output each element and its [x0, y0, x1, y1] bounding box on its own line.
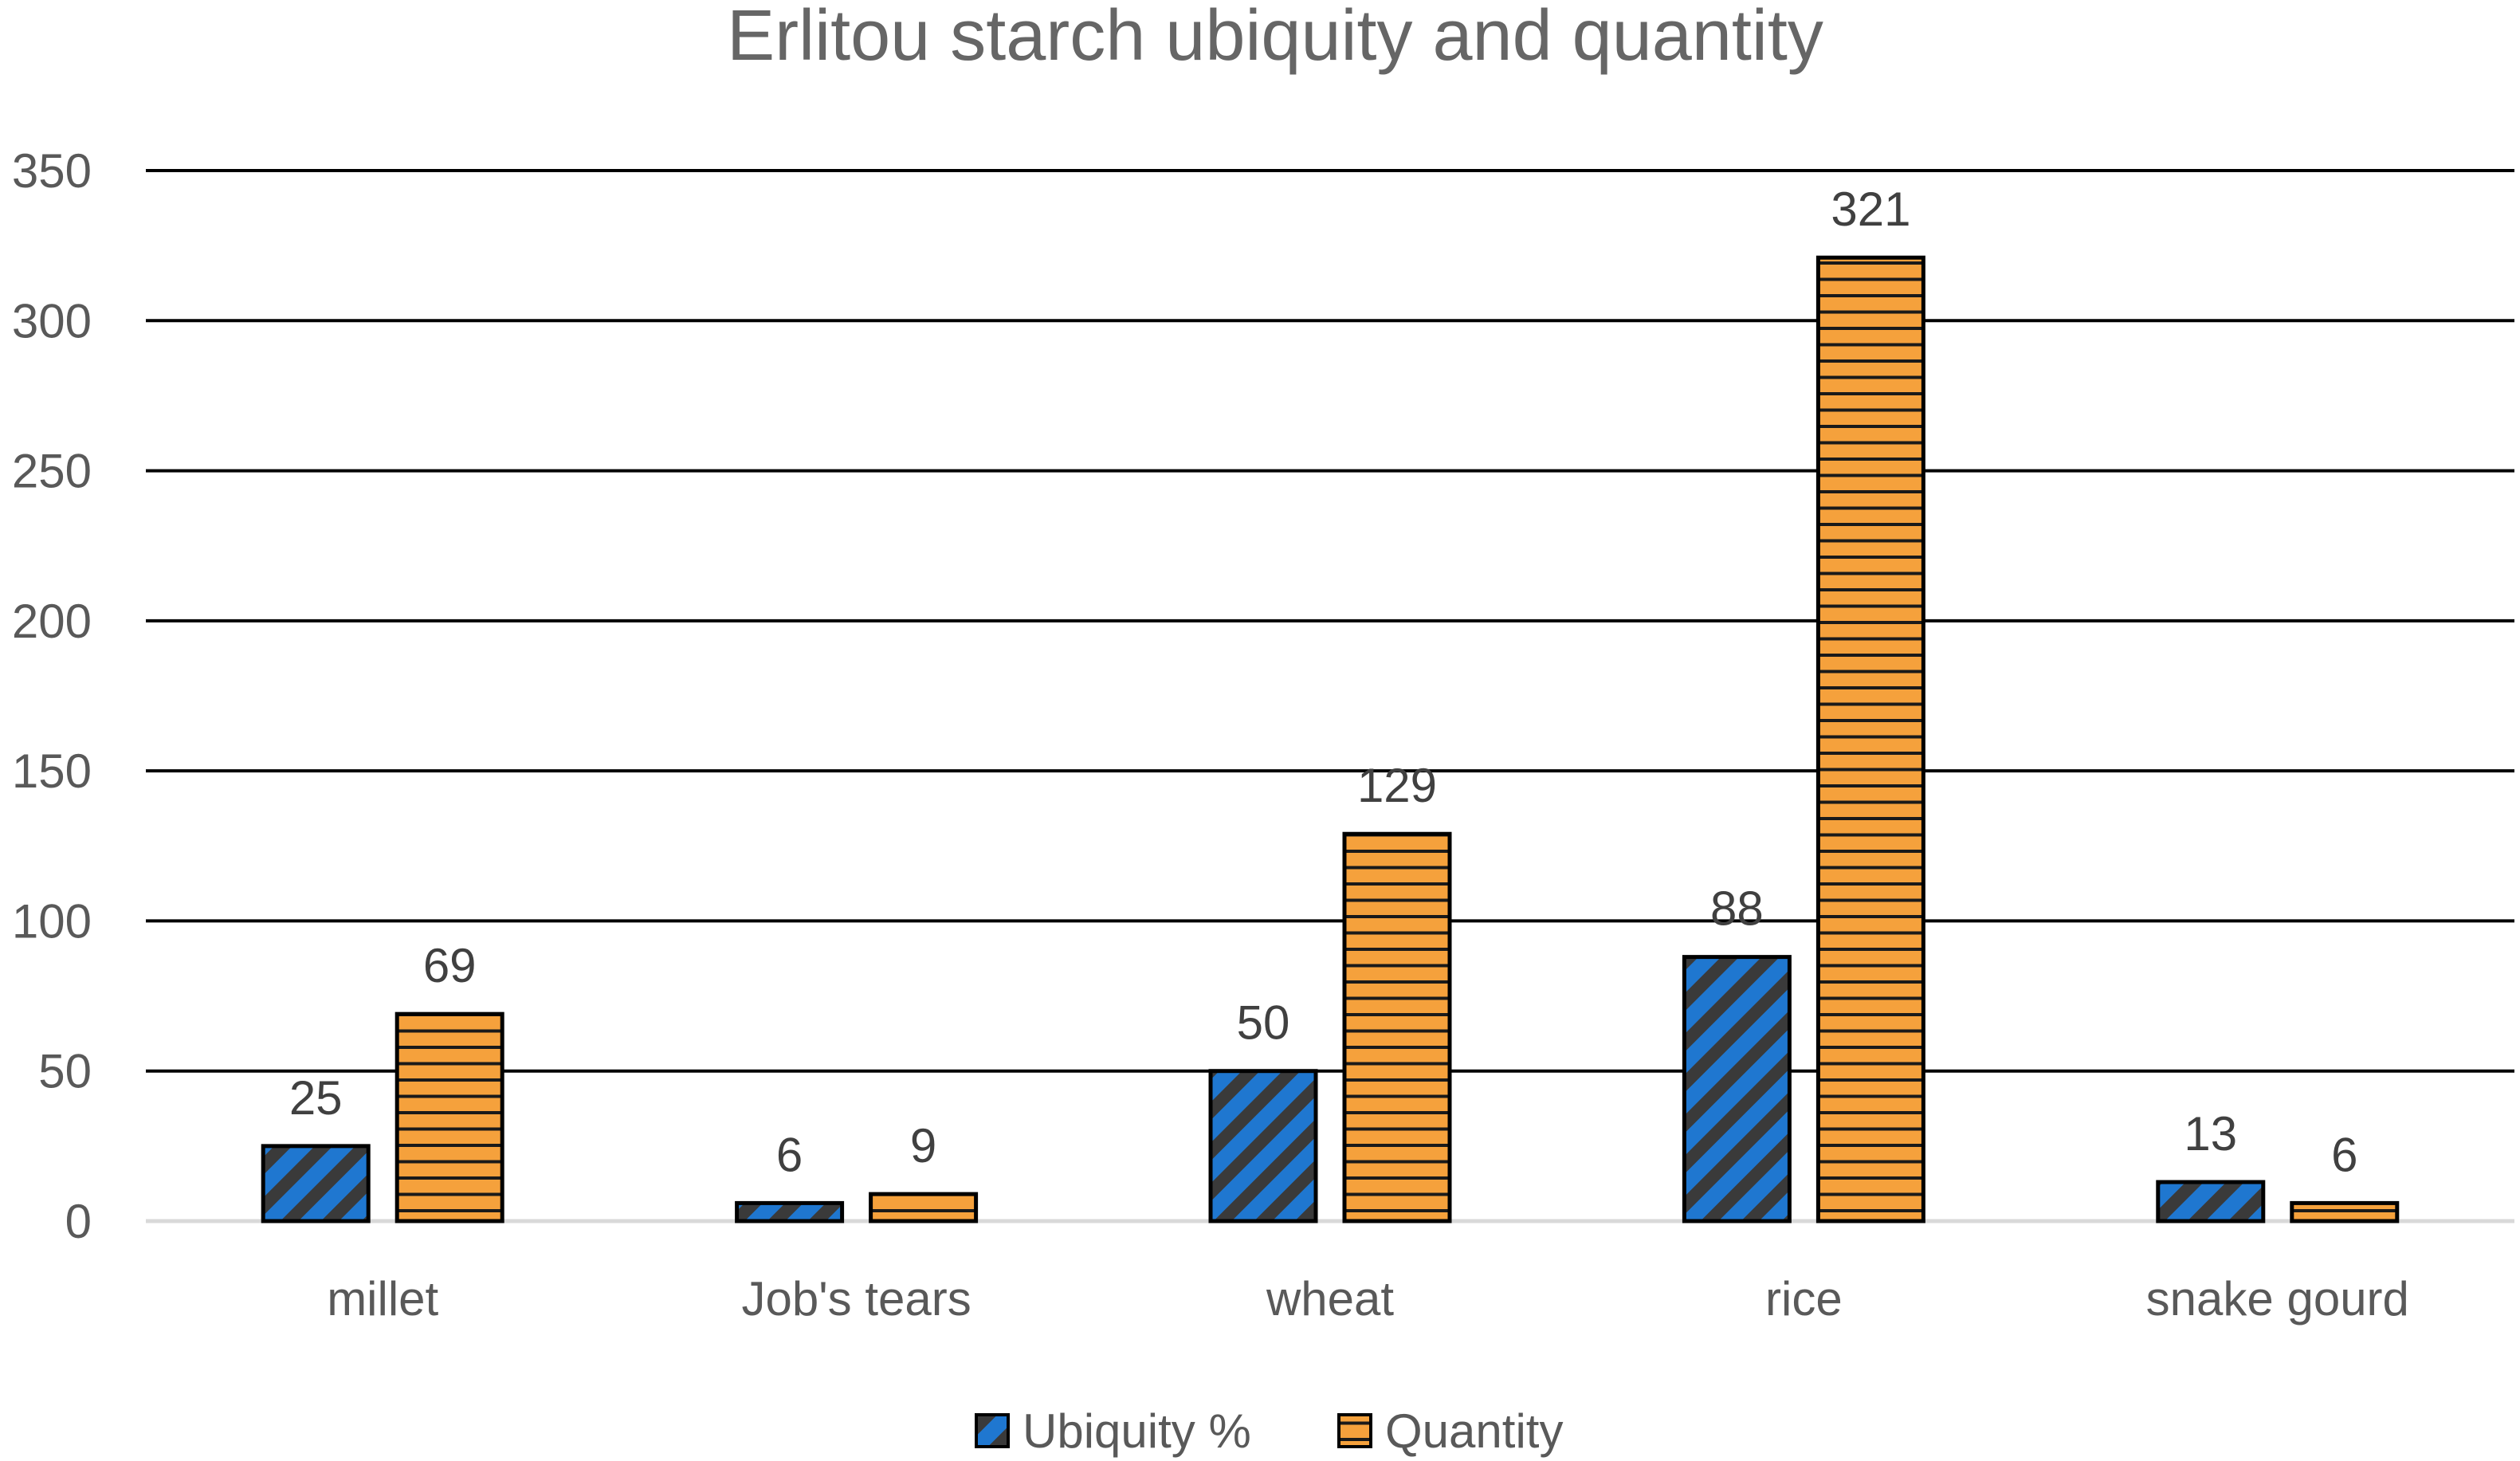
x-tick-label: millet [327, 1272, 438, 1326]
legend-swatch [1337, 1413, 1372, 1448]
y-tick-label: 200 [12, 595, 92, 648]
legend-label: Ubiquity % [1023, 1404, 1251, 1458]
bar-ubiquity [261, 1144, 371, 1223]
data-label: 6 [2331, 1128, 2357, 1181]
data-label: 9 [910, 1119, 936, 1172]
y-tick-label: 50 [38, 1045, 92, 1098]
bar-ubiquity [1208, 1069, 1318, 1223]
bar-quantity [1342, 831, 1452, 1223]
legend-swatch [975, 1413, 1010, 1448]
x-tick-label: snake gourd [2146, 1272, 2409, 1326]
data-label: 50 [1237, 996, 1290, 1050]
x-tick-label: rice [1765, 1272, 1843, 1326]
data-label: 25 [289, 1071, 343, 1125]
bar-ubiquity [1682, 955, 1792, 1223]
y-tick-label: 300 [12, 294, 92, 348]
y-tick-label: 350 [12, 144, 92, 198]
y-tick-label: 150 [12, 744, 92, 798]
data-label: 6 [776, 1128, 803, 1181]
bar-ubiquity [2156, 1180, 2266, 1223]
chart-title: Erlitou starch ubiquity and quantity [727, 0, 1823, 76]
legend: Ubiquity % Quantity [975, 1404, 1563, 1458]
bars [261, 255, 2400, 1223]
bar-quantity [2290, 1200, 2400, 1223]
y-tick-label: 100 [12, 894, 92, 948]
data-label: 321 [1831, 183, 1910, 236]
legend-label: Quantity [1385, 1404, 1563, 1458]
bar-ubiquity [735, 1200, 845, 1223]
data-label: 88 [1710, 882, 1764, 936]
bar-quantity [394, 1011, 504, 1223]
y-axis-tick-labels: 0 50 100 150 200 250 300 350 [12, 144, 92, 1248]
data-label: 69 [423, 939, 477, 992]
bar-quantity [869, 1192, 979, 1223]
data-label: 129 [1357, 759, 1437, 812]
x-tick-label: wheat [1266, 1272, 1394, 1326]
y-tick-label: 0 [65, 1195, 92, 1248]
bar-quantity [1815, 255, 1925, 1223]
x-tick-label: Job's tears [741, 1272, 971, 1326]
gridlines [146, 169, 2514, 1223]
y-tick-label: 250 [12, 445, 92, 498]
x-axis-category-labels: millet Job's tears wheat rice snake gourd [327, 1272, 2409, 1326]
data-label: 13 [2184, 1107, 2237, 1161]
